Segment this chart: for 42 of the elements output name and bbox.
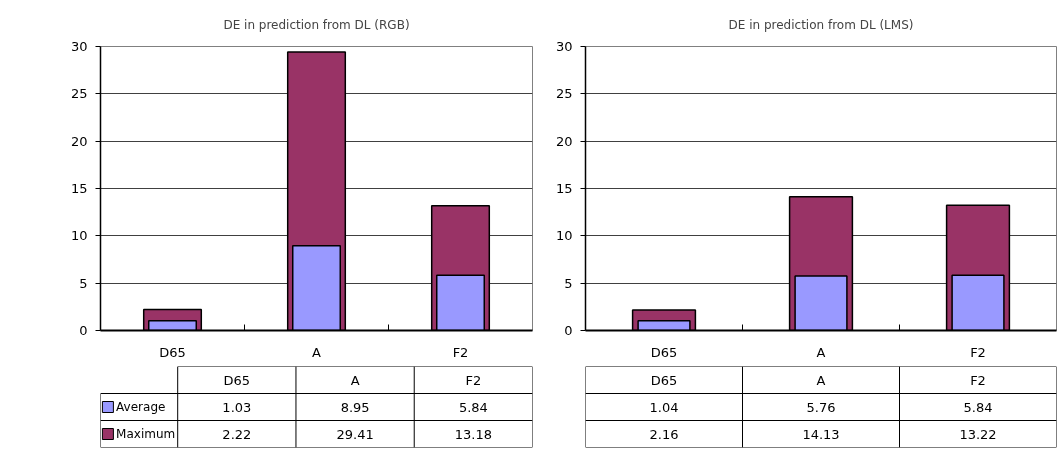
data-label: 2.16 [649,426,679,442]
chart-title: DE in prediction from DL (LMS) [728,17,914,32]
category-label: F2 [970,372,986,388]
category-label: A [816,372,826,388]
x-tick-label: D65 [650,344,678,360]
category-label: A [350,372,360,388]
data-label: 5.76 [806,399,836,415]
data-label: 1.03 [222,399,252,415]
data-label: 13.18 [454,426,492,442]
chart-title: DE in prediction from DL (RGB) [223,17,410,32]
y-tick-label: 15 [555,181,573,196]
y-tick-label: 5 [564,275,573,291]
data-label: 8.95 [340,399,370,415]
y-tick-label: 0 [564,323,573,338]
data-label: 14.13 [802,426,840,442]
y-tick-label: 25 [555,86,573,102]
x-tick-label: D65 [159,344,186,360]
y-tick-label: 20 [70,133,88,149]
data-label: 5.84 [458,399,488,415]
y-tick-label: 5 [79,275,88,291]
y-tick-label: 10 [70,228,88,244]
y-tick-label: 10 [555,228,573,244]
data-label: 1.04 [649,399,679,415]
data-label: 29.41 [336,426,374,442]
x-tick-label: A [816,344,826,360]
category-label: D65 [223,372,251,388]
y-tick-label: 15 [70,181,88,196]
y-tick-label: 30 [555,39,573,54]
data-label: 2.22 [222,426,252,442]
x-tick-label: F2 [452,344,469,360]
data-label: 5.84 [963,399,993,415]
y-tick-label: 30 [70,39,88,54]
legend-label: Maximum [116,427,176,441]
category-label: F2 [465,372,482,388]
y-tick-label: 20 [555,133,573,149]
y-tick-label: 0 [79,323,88,338]
legend-label: Average [116,400,166,414]
x-tick-label: A [312,344,322,360]
x-tick-label: F2 [970,344,986,360]
category-label: D65 [650,372,678,388]
data-label: 13.22 [959,426,997,442]
y-tick-label: 25 [70,86,88,102]
